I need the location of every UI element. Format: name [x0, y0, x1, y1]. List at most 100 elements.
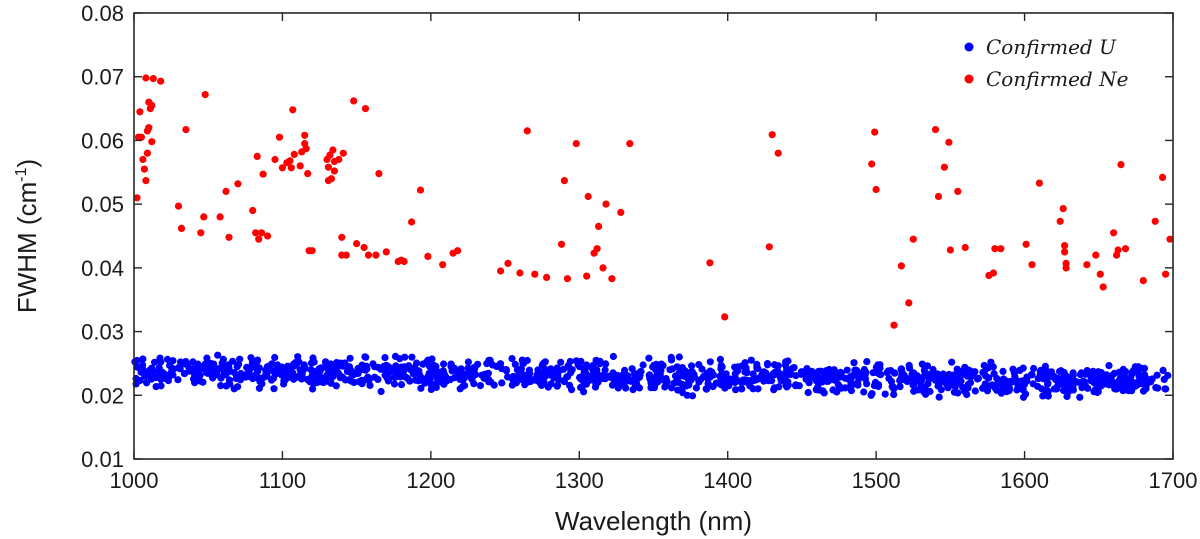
- point-u: [848, 373, 856, 381]
- y-tick-label: 0.03: [81, 320, 124, 345]
- point-u: [208, 372, 216, 380]
- point-u: [196, 371, 204, 379]
- point-u: [998, 387, 1006, 395]
- point-ne: [909, 235, 917, 243]
- point-u: [690, 373, 699, 381]
- point-u: [332, 382, 340, 390]
- point-u: [621, 378, 629, 386]
- point-u: [567, 369, 575, 377]
- point-u: [1080, 378, 1088, 386]
- point-ne: [563, 275, 572, 283]
- point-ne: [1117, 161, 1125, 169]
- point-ne: [264, 232, 272, 240]
- y-axis-label-superscript: -1: [13, 167, 30, 181]
- point-u: [837, 373, 845, 381]
- point-u: [291, 359, 300, 367]
- point-u: [613, 371, 621, 379]
- point-u: [426, 375, 434, 383]
- point-u: [1091, 385, 1099, 394]
- point-u: [496, 360, 505, 368]
- point-u: [863, 358, 871, 366]
- point-u: [395, 372, 403, 380]
- point-ne: [200, 213, 208, 221]
- point-ne: [252, 229, 260, 237]
- point-ne: [868, 160, 876, 168]
- point-u: [519, 359, 527, 367]
- point-ne: [897, 262, 906, 270]
- point-u: [319, 375, 327, 383]
- point-u: [464, 364, 472, 372]
- point-u: [404, 374, 412, 383]
- point-u: [412, 376, 420, 384]
- point-u: [763, 374, 771, 382]
- point-u: [954, 389, 962, 397]
- point-ne: [595, 222, 603, 230]
- point-u: [345, 376, 353, 384]
- point-u: [521, 381, 529, 389]
- point-u: [237, 369, 245, 378]
- point-u: [959, 367, 967, 375]
- point-u: [1162, 385, 1170, 393]
- point-u: [309, 354, 317, 362]
- point-u: [678, 367, 686, 375]
- point-u: [440, 370, 448, 378]
- point-u: [903, 377, 911, 386]
- point-u: [717, 381, 725, 389]
- point-ne: [290, 150, 298, 158]
- point-ne: [774, 149, 782, 157]
- legend-marker-confirmed-ne: [964, 74, 974, 84]
- point-ne: [302, 145, 310, 153]
- point-u: [850, 359, 858, 367]
- point-u: [371, 363, 379, 371]
- point-ne: [1099, 283, 1107, 291]
- point-ne: [289, 106, 297, 114]
- point-u: [174, 376, 182, 384]
- point-ne: [1166, 235, 1174, 243]
- point-u: [1023, 373, 1031, 381]
- point-u: [301, 364, 309, 372]
- point-u: [855, 374, 863, 382]
- point-u: [675, 353, 683, 361]
- point-u: [230, 369, 238, 377]
- point-u: [662, 375, 670, 383]
- point-u: [149, 370, 157, 378]
- point-u: [476, 382, 484, 390]
- y-tick-label: 0.01: [81, 447, 124, 472]
- point-u: [889, 383, 897, 391]
- point-u: [883, 369, 891, 377]
- point-u: [843, 366, 851, 374]
- point-u: [688, 392, 697, 400]
- point-u: [255, 364, 263, 372]
- point-u: [483, 360, 491, 368]
- point-ne: [599, 264, 607, 272]
- point-u: [377, 365, 385, 373]
- x-tick-label: 1000: [110, 468, 159, 493]
- point-u: [139, 355, 147, 363]
- point-ne: [330, 167, 338, 175]
- point-u: [547, 365, 555, 373]
- axis-ticks: 1000 1100 1200 1300 1400 1500 1600 1700 0.01 0.02…: [81, 1, 1197, 493]
- point-u: [488, 361, 497, 369]
- point-u: [138, 363, 146, 371]
- point-u: [1081, 370, 1089, 378]
- point-ne: [408, 218, 416, 226]
- point-u: [1036, 367, 1044, 376]
- point-u: [485, 378, 493, 386]
- point-u: [1062, 374, 1070, 383]
- point-u: [517, 365, 526, 373]
- point-u: [398, 363, 406, 371]
- point-u: [336, 372, 344, 380]
- point-u: [440, 360, 448, 368]
- point-u: [1094, 368, 1102, 376]
- point-u: [661, 383, 669, 391]
- point-u: [631, 382, 640, 390]
- point-ne: [934, 192, 943, 201]
- point-u: [951, 371, 959, 379]
- point-ne: [424, 252, 432, 260]
- series-confirmed-u: [131, 351, 1172, 401]
- point-u: [804, 389, 812, 397]
- point-ne: [497, 267, 505, 275]
- point-ne: [142, 177, 150, 185]
- point-u: [1076, 393, 1084, 401]
- point-ne: [225, 233, 233, 241]
